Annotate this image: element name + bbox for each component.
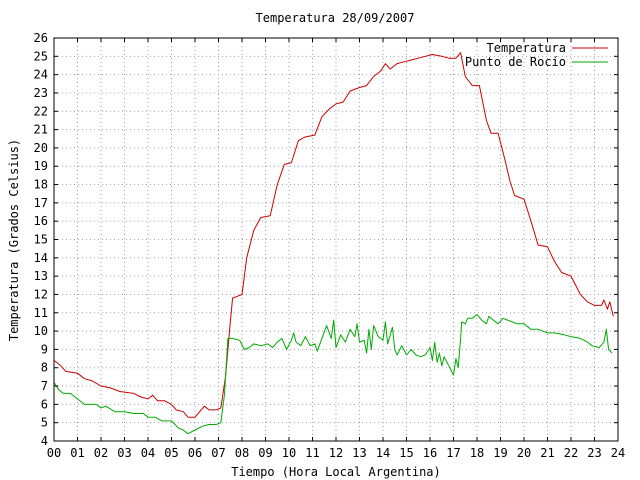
y-tick-label: 23 bbox=[34, 86, 48, 100]
y-tick-label: 26 bbox=[34, 31, 48, 45]
y-tick-label: 12 bbox=[34, 287, 48, 301]
x-tick-label: 09 bbox=[258, 446, 272, 460]
x-tick-label: 14 bbox=[376, 446, 390, 460]
series-line-temperatura bbox=[53, 52, 614, 418]
y-axis: 4 5 6 7 8 9 10 11 12 13 14 15 16 17 18 19 20 21 22 23 24 25 26 bbox=[34, 31, 618, 448]
series-layer bbox=[53, 52, 614, 435]
y-tick-label: 25 bbox=[34, 49, 48, 63]
x-axis: 00 01 02 03 04 05 06 07 08 09 10 11 12 13 14 15 16 17 18 19… bbox=[47, 38, 625, 460]
x-tick-label: 01 bbox=[70, 446, 84, 460]
y-tick-label: 21 bbox=[34, 123, 48, 137]
y-tick-label: 8 bbox=[41, 361, 48, 375]
y-tick-label: 13 bbox=[34, 269, 48, 283]
y-tick-label: 9 bbox=[41, 342, 48, 356]
x-tick-label: 17 bbox=[446, 446, 460, 460]
x-tick-label: 07 bbox=[211, 446, 225, 460]
x-tick-label: 20 bbox=[517, 446, 531, 460]
x-tick-label: 11 bbox=[305, 446, 319, 460]
legend-label: Punto de Rocío bbox=[465, 55, 566, 69]
x-tick-label: 19 bbox=[493, 446, 507, 460]
x-tick-label: 22 bbox=[564, 446, 578, 460]
y-tick-label: 4 bbox=[41, 434, 48, 448]
y-tick-label: 14 bbox=[34, 251, 48, 265]
y-tick-label: 7 bbox=[41, 379, 48, 393]
y-tick-label: 19 bbox=[34, 159, 48, 173]
x-tick-label: 23 bbox=[587, 446, 601, 460]
legend-label: Temperatura bbox=[487, 41, 566, 55]
y-tick-label: 15 bbox=[34, 233, 48, 247]
x-tick-label: 10 bbox=[282, 446, 296, 460]
y-tick-label: 20 bbox=[34, 141, 48, 155]
x-tick-label: 16 bbox=[423, 446, 437, 460]
x-tick-label: 05 bbox=[164, 446, 178, 460]
x-tick-label: 13 bbox=[352, 446, 366, 460]
x-tick-label: 03 bbox=[117, 446, 131, 460]
x-tick-label: 21 bbox=[540, 446, 554, 460]
grid bbox=[54, 38, 618, 441]
y-tick-label: 16 bbox=[34, 214, 48, 228]
y-tick-label: 24 bbox=[34, 68, 48, 82]
x-tick-label: 04 bbox=[141, 446, 155, 460]
x-tick-label: 06 bbox=[188, 446, 202, 460]
y-tick-label: 22 bbox=[34, 104, 48, 118]
x-tick-label: 15 bbox=[399, 446, 413, 460]
x-axis-title: Tiempo (Hora Local Argentina) bbox=[231, 465, 441, 479]
y-tick-label: 10 bbox=[34, 324, 48, 338]
x-tick-label: 18 bbox=[470, 446, 484, 460]
y-tick-label: 5 bbox=[41, 416, 48, 430]
x-tick-label: 12 bbox=[329, 446, 343, 460]
x-tick-label: 00 bbox=[47, 446, 61, 460]
y-tick-label: 11 bbox=[34, 306, 48, 320]
x-tick-label: 02 bbox=[94, 446, 108, 460]
y-tick-label: 17 bbox=[34, 196, 48, 210]
x-tick-label: 24 bbox=[611, 446, 625, 460]
x-tick-label: 08 bbox=[235, 446, 249, 460]
y-tick-label: 18 bbox=[34, 178, 48, 192]
y-tick-label: 6 bbox=[41, 397, 48, 411]
chart-title: Temperatura 28/09/2007 bbox=[256, 11, 415, 25]
y-axis-title: Temperatura (Grados Celsius) bbox=[7, 139, 21, 341]
series-line-punto-de-rocio bbox=[53, 314, 613, 435]
